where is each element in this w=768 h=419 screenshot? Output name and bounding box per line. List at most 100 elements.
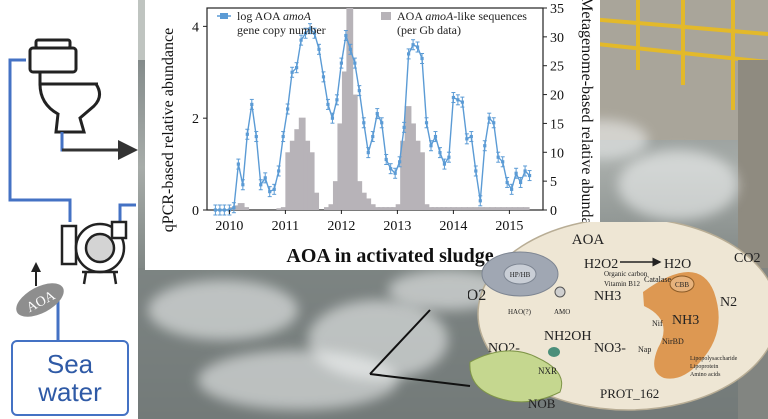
data-point	[245, 132, 249, 136]
bar	[409, 123, 416, 210]
bar	[418, 152, 425, 210]
bar	[436, 207, 443, 210]
prot162-cell	[643, 272, 719, 379]
bar	[324, 207, 331, 210]
bar	[455, 207, 463, 210]
data-point	[527, 173, 532, 178]
data-point	[474, 169, 478, 173]
data-point	[420, 56, 424, 61]
nob-label: NOB	[528, 396, 556, 411]
plot-area	[206, 7, 544, 211]
data-point	[469, 134, 473, 139]
data-point	[326, 102, 330, 107]
bar	[355, 181, 363, 210]
data-point	[393, 171, 397, 175]
data-point	[362, 121, 366, 125]
nob-cell	[469, 350, 563, 403]
data-point	[523, 169, 527, 173]
bar	[359, 192, 367, 210]
prot162-label: PROT_162	[600, 386, 659, 401]
bar	[285, 152, 293, 210]
flow-arrow-icon	[118, 140, 138, 160]
data-point	[424, 121, 429, 125]
data-point	[272, 187, 276, 191]
data-point	[259, 183, 263, 187]
data-point	[222, 208, 226, 212]
bar	[395, 204, 403, 210]
bar	[368, 204, 376, 210]
x-tick-label: 2015	[495, 219, 523, 234]
data-point	[398, 160, 402, 164]
y-tick-label-right: 35	[550, 2, 564, 17]
data-point	[308, 27, 312, 31]
data-point	[501, 160, 505, 164]
sea-water-label-line1: Sea	[46, 349, 94, 379]
y-tick-label-right: 20	[550, 89, 564, 104]
nxr-label: NXR	[538, 366, 557, 376]
data-point	[263, 176, 267, 180]
y-axis-label-right: Metagenome-based relative abundance	[578, 0, 595, 247]
chart-panel: 2010 2011 2012 2013 2014 2015 0 2 4 0 5 10 15 20 25 30 3…	[145, 0, 600, 270]
bar	[500, 207, 508, 210]
y-axis-label-left: qPCR-based relative abundance	[160, 28, 177, 232]
bar	[303, 140, 311, 210]
data-point	[451, 95, 455, 100]
data-point	[460, 100, 464, 104]
bar	[328, 204, 336, 210]
bar	[472, 207, 480, 210]
bar	[289, 140, 297, 210]
bar	[413, 140, 421, 210]
product-label-2: Lipoprotein	[690, 364, 718, 370]
sea-water-box: Sea water	[11, 340, 129, 416]
data-point	[371, 134, 375, 139]
bar	[341, 71, 349, 210]
x-tick-label: 2013	[383, 219, 411, 234]
data-point	[353, 61, 357, 65]
nap-label: Nap	[638, 345, 651, 354]
data-point	[487, 116, 491, 120]
aoa-label: AOA	[572, 232, 605, 248]
sea-water-label-line2: water	[38, 377, 102, 407]
bar	[280, 207, 288, 210]
bar	[312, 192, 320, 210]
nif-label: Nif	[652, 319, 663, 328]
no3-label: NO3-	[594, 341, 626, 356]
bar	[466, 207, 474, 210]
data-point	[213, 208, 217, 212]
data-point	[303, 31, 308, 35]
h2o-label: H2O	[664, 257, 691, 272]
amo-label: AMO	[554, 308, 570, 316]
bar	[242, 207, 250, 210]
bar	[522, 207, 530, 210]
catalase-label: Catalase	[644, 275, 672, 284]
hp-hb-label: HP/HB	[510, 271, 531, 279]
organic-carbon-label: Organic carbon	[604, 270, 648, 278]
y-tick-label-left: 2	[192, 112, 199, 127]
legend-item-metagenome: AOA amoA-like sequences	[397, 9, 527, 23]
bar	[332, 181, 340, 210]
data-point	[415, 45, 420, 49]
bar	[382, 207, 390, 210]
nh3-label-a: NH3	[594, 289, 621, 304]
y-tick-label-right: 15	[550, 117, 564, 132]
bar	[400, 140, 407, 210]
data-point	[232, 206, 236, 210]
data-point	[505, 180, 509, 185]
y-tick-label-right: 30	[550, 31, 564, 46]
bar	[494, 207, 502, 210]
data-point	[312, 31, 317, 35]
data-point	[236, 162, 240, 166]
data-point	[447, 155, 451, 159]
data-point	[281, 134, 285, 139]
data-point	[407, 52, 411, 56]
product-label-1: Lipopolysaccharide	[690, 356, 738, 362]
data-point	[344, 33, 348, 38]
hp-hb-pathway	[503, 263, 537, 285]
x-tick-label: 2012	[327, 219, 355, 234]
bar	[444, 207, 452, 210]
bar	[364, 198, 372, 210]
bar	[391, 207, 398, 210]
data-point	[411, 43, 415, 47]
bar	[506, 207, 513, 210]
